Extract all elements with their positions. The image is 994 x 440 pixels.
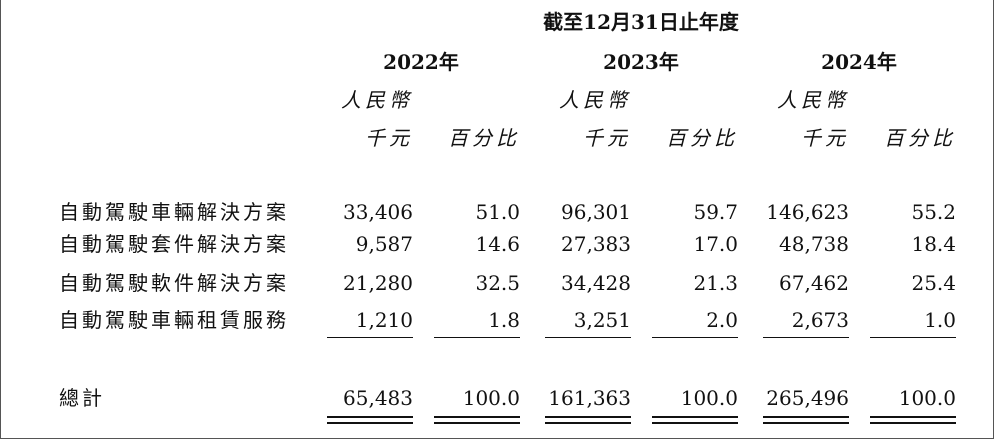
cell: 2.0 bbox=[706, 308, 738, 332]
cell: 3,251 bbox=[573, 308, 631, 332]
total-rule bbox=[327, 422, 413, 424]
cell: 67,462 bbox=[779, 271, 849, 295]
currency-label: 人民幣 bbox=[777, 88, 849, 112]
cell: 27,383 bbox=[561, 232, 631, 256]
percent-label: 百分比 bbox=[884, 126, 956, 150]
cell: 9,587 bbox=[355, 232, 413, 256]
cell: 21,280 bbox=[343, 271, 413, 295]
total-rule bbox=[763, 416, 849, 418]
total-cell: 65,483 bbox=[343, 386, 413, 410]
subtotal-rule bbox=[545, 337, 631, 338]
cell: 33,406 bbox=[343, 200, 413, 224]
total-label: 總計 bbox=[59, 386, 105, 410]
subtotal-rule bbox=[652, 337, 738, 338]
total-rule bbox=[434, 416, 520, 418]
total-cell: 265,496 bbox=[766, 386, 849, 410]
cell: 25.4 bbox=[911, 271, 956, 295]
year-header: 2024年 bbox=[821, 50, 897, 74]
cell: 55.2 bbox=[911, 200, 956, 224]
unit-label: 千元 bbox=[583, 126, 631, 150]
cell: 18.4 bbox=[911, 232, 956, 256]
cell: 32.5 bbox=[475, 271, 520, 295]
percent-label: 百分比 bbox=[448, 126, 520, 150]
total-rule bbox=[652, 416, 738, 418]
subtotal-rule bbox=[327, 337, 413, 338]
year-header: 2022年 bbox=[383, 50, 459, 74]
total-rule bbox=[652, 422, 738, 424]
cell: 48,738 bbox=[779, 232, 849, 256]
total-rule bbox=[870, 422, 956, 424]
unit-label: 千元 bbox=[801, 126, 849, 150]
cell: 59.7 bbox=[693, 200, 738, 224]
row-label: 自動駕駛軟件解決方案 bbox=[59, 271, 289, 295]
subtotal-rule bbox=[434, 337, 520, 338]
cell: 2,673 bbox=[791, 308, 849, 332]
cell: 1,210 bbox=[355, 308, 413, 332]
total-cell: 100.0 bbox=[680, 386, 738, 410]
row-label: 自動駕駛套件解決方案 bbox=[59, 232, 289, 256]
total-rule bbox=[545, 422, 631, 424]
cell: 96,301 bbox=[561, 200, 631, 224]
year-header: 2023年 bbox=[603, 50, 679, 74]
currency-label: 人民幣 bbox=[559, 88, 631, 112]
row-label: 自動駕駛車輛解決方案 bbox=[59, 200, 289, 224]
row-label: 自動駕駛車輛租賃服務 bbox=[59, 308, 289, 332]
cell: 51.0 bbox=[475, 200, 520, 224]
subtotal-rule bbox=[763, 337, 849, 338]
cell: 146,623 bbox=[766, 200, 849, 224]
currency-label: 人民幣 bbox=[341, 88, 413, 112]
total-cell: 161,363 bbox=[548, 386, 631, 410]
total-rule bbox=[327, 416, 413, 418]
total-rule bbox=[545, 416, 631, 418]
subtotal-rule bbox=[870, 337, 956, 338]
unit-label: 千元 bbox=[365, 126, 413, 150]
total-cell: 100.0 bbox=[898, 386, 956, 410]
total-rule bbox=[763, 422, 849, 424]
cell: 34,428 bbox=[561, 271, 631, 295]
total-rule bbox=[870, 416, 956, 418]
total-rule bbox=[434, 422, 520, 424]
cell: 1.8 bbox=[488, 308, 520, 332]
percent-label: 百分比 bbox=[666, 126, 738, 150]
total-cell: 100.0 bbox=[462, 386, 520, 410]
cell: 14.6 bbox=[475, 232, 520, 256]
period-header: 截至12月31日止年度 bbox=[543, 10, 739, 34]
cell: 17.0 bbox=[693, 232, 738, 256]
cell: 1.0 bbox=[924, 308, 956, 332]
cell: 21.3 bbox=[693, 271, 738, 295]
